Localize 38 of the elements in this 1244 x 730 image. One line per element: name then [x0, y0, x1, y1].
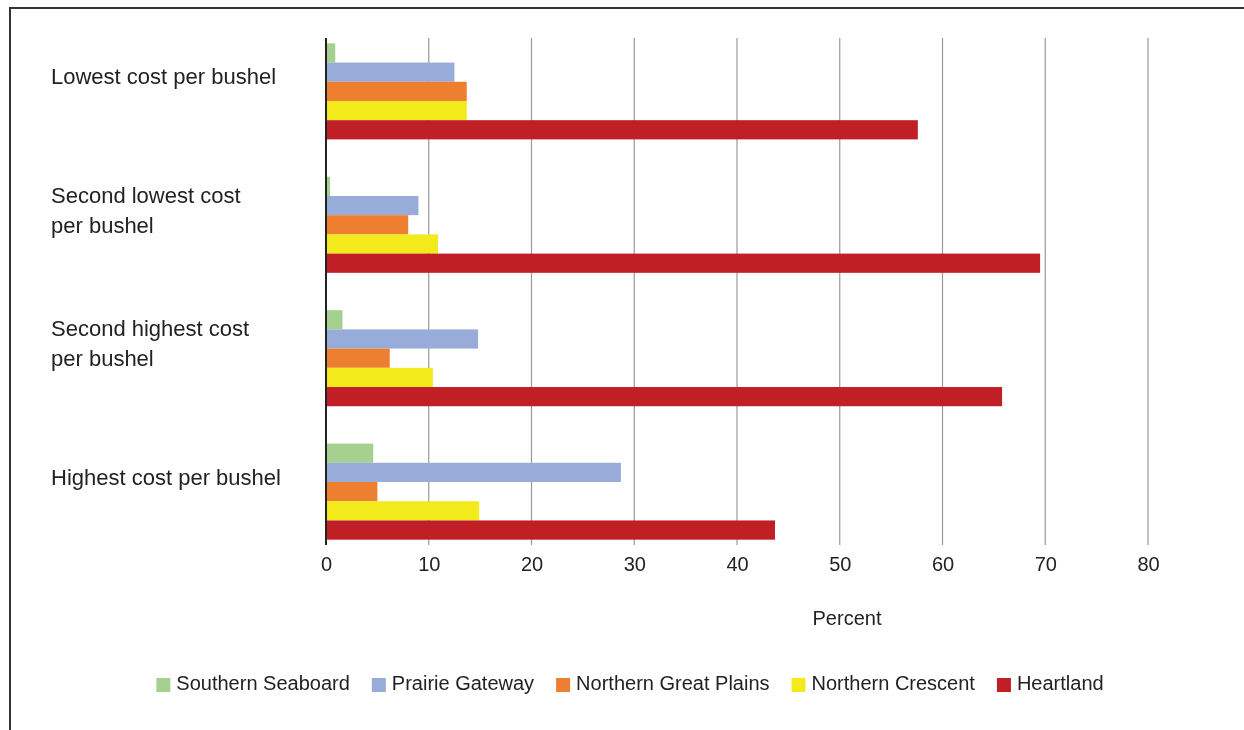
x-axis-title: Percent	[812, 607, 882, 629]
bar	[326, 215, 409, 235]
bar	[326, 100, 467, 121]
y-tick-label: Highest cost per bushel	[51, 464, 281, 490]
x-tick-label: 80	[1137, 553, 1160, 576]
x-tick-label: 10	[418, 553, 441, 576]
bar	[326, 462, 621, 483]
legend-label: Southern Seaboard	[176, 672, 350, 694]
x-tick-label: 50	[829, 553, 852, 576]
x-tick-label: 30	[623, 553, 646, 576]
bar	[326, 310, 343, 330]
bar	[326, 348, 390, 368]
legend-label: Prairie Gateway	[391, 672, 535, 694]
y-tick-label: Second highest cost per bushel	[51, 316, 250, 372]
x-tick-label: 40	[726, 553, 749, 576]
bar	[326, 81, 467, 101]
bar	[326, 387, 1003, 407]
bar	[326, 120, 918, 140]
bar	[326, 329, 479, 349]
bar	[326, 520, 776, 540]
x-tick-label: 0	[320, 553, 333, 576]
bar	[326, 253, 1041, 273]
bar	[326, 234, 438, 254]
bar	[326, 443, 374, 463]
bar	[326, 501, 480, 521]
x-tick-label: 60	[931, 553, 955, 576]
bar	[326, 195, 419, 216]
legend-label: Northern Crescent	[811, 672, 976, 694]
x-tick-label: 20	[520, 553, 544, 576]
bar	[326, 43, 336, 63]
y-tick-label: Lowest cost per bushel	[51, 64, 277, 90]
bar	[326, 367, 433, 388]
legend-label: Northern Great Plains	[576, 672, 770, 694]
y-tick-label: Second lowest cost per bushel	[51, 182, 241, 238]
x-tick-label: 70	[1034, 553, 1057, 576]
bar	[326, 62, 455, 82]
bar	[326, 482, 378, 502]
legend-label: Heartland	[1016, 672, 1104, 694]
